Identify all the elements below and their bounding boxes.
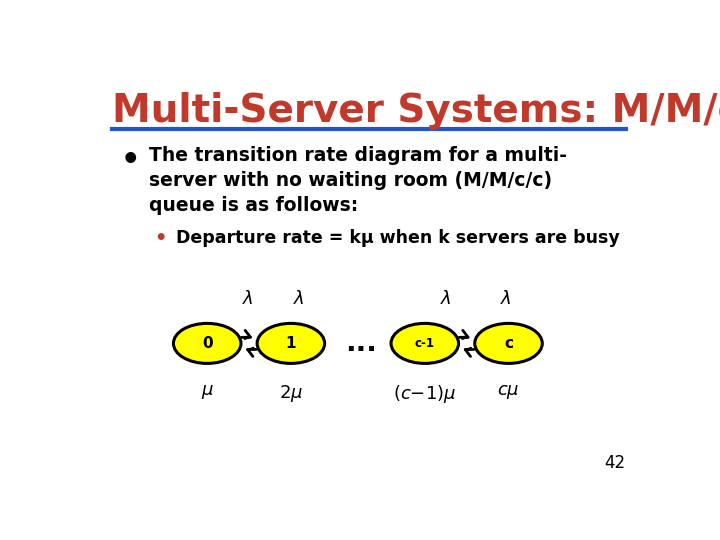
Text: The transition rate diagram for a multi-
server with no waiting room (M/M/c/c)
q: The transition rate diagram for a multi-… — [148, 146, 567, 215]
Ellipse shape — [391, 323, 459, 363]
Text: •: • — [121, 146, 140, 175]
Text: $\lambda$: $\lambda$ — [440, 290, 452, 308]
Text: Departure rate = kμ when k servers are busy: Departure rate = kμ when k servers are b… — [176, 229, 620, 247]
Ellipse shape — [174, 323, 241, 363]
Text: 0: 0 — [202, 336, 212, 351]
Text: $\mu$: $\mu$ — [201, 383, 214, 401]
Text: $2\mu$: $2\mu$ — [279, 383, 303, 404]
Text: 42: 42 — [605, 454, 626, 472]
Ellipse shape — [257, 323, 325, 363]
Text: $\lambda$: $\lambda$ — [294, 290, 305, 308]
Text: $(c{-}1)\mu$: $(c{-}1)\mu$ — [393, 383, 456, 405]
Ellipse shape — [474, 323, 542, 363]
Text: c: c — [504, 336, 513, 351]
Text: •: • — [154, 229, 166, 248]
Text: $\lambda$: $\lambda$ — [241, 290, 253, 308]
Text: 1: 1 — [286, 336, 296, 351]
Text: Multi-Server Systems: M/M/c/c: Multi-Server Systems: M/M/c/c — [112, 92, 720, 130]
Text: c-1: c-1 — [415, 337, 435, 350]
Text: $c\mu$: $c\mu$ — [498, 383, 520, 401]
Text: $\lambda$: $\lambda$ — [500, 290, 511, 308]
Text: ...: ... — [345, 329, 377, 357]
